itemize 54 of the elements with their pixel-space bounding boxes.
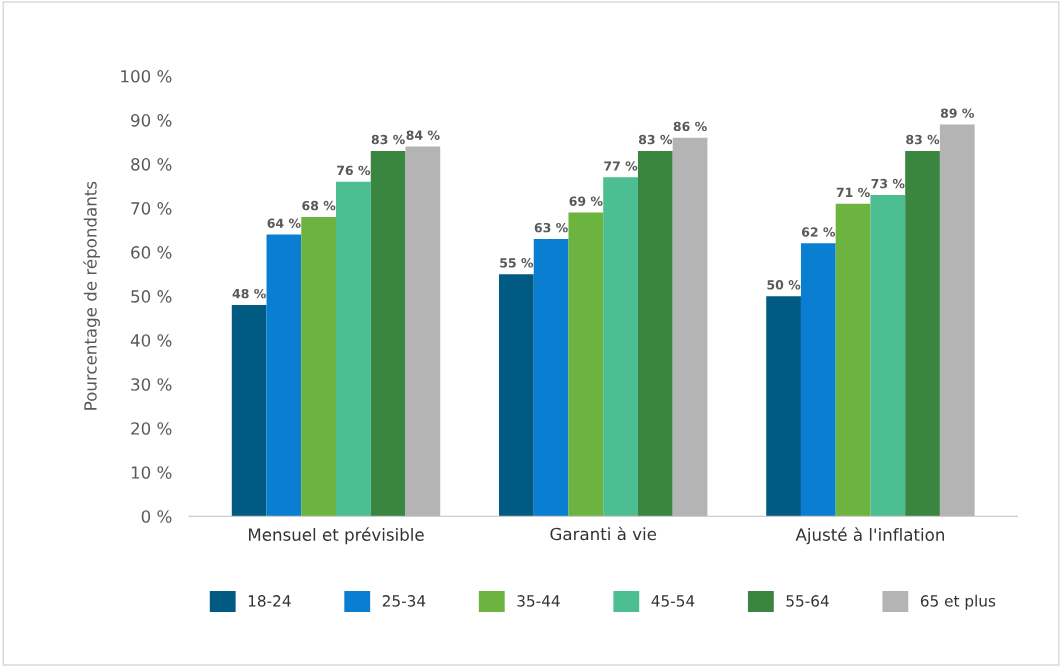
data-label: 73 % (871, 178, 905, 189)
y-axis-title: Pourcentage de répondants (83, 181, 100, 410)
data-label: 50 % (767, 280, 801, 290)
y-tick-label: 30 % (131, 378, 172, 391)
legend-label: 35-44 (517, 595, 560, 607)
y-tick-label: 10 % (131, 466, 172, 479)
bar (533, 238, 569, 517)
data-label: 83 % (906, 134, 940, 145)
data-label: 63 % (534, 222, 568, 233)
data-label: 77 % (604, 161, 638, 171)
bar (336, 181, 371, 517)
y-tick-label: 80 % (131, 158, 172, 171)
bar (603, 177, 638, 517)
data-label: 86 % (673, 121, 707, 132)
bar (800, 243, 836, 517)
data-label: 69 % (569, 196, 603, 206)
data-label: 62 % (801, 227, 836, 237)
legend-label: 65 et plus (920, 594, 996, 610)
bar (870, 194, 906, 517)
bar (568, 212, 604, 517)
data-label: 83 % (371, 134, 405, 145)
y-tick-label: 90 % (131, 114, 172, 127)
y-tick-label: 50 % (131, 290, 172, 303)
bar (499, 274, 534, 517)
legend-label: 18-24 (248, 595, 291, 607)
data-label: 55 % (500, 258, 534, 268)
x-tick-label: Ajusté à l'inflation (795, 527, 944, 545)
legend-label: 55-64 (786, 595, 829, 607)
bar (266, 234, 302, 517)
data-label: 48 % (232, 288, 266, 299)
x-tick-label: Mensuel et prévisible (248, 527, 424, 545)
bar (370, 150, 406, 517)
bar (637, 150, 673, 517)
data-label: 76 % (337, 165, 371, 176)
data-label: 71 % (836, 187, 870, 198)
bar (766, 296, 801, 517)
bar (301, 216, 336, 517)
data-label: 83 % (638, 134, 673, 145)
legend-label: 45-54 (651, 595, 695, 607)
data-label: 64 % (267, 218, 301, 228)
y-tick-label: 60 % (131, 246, 172, 259)
data-label: 84 % (406, 130, 440, 140)
bar (231, 304, 267, 517)
y-tick-label: 100 % (121, 70, 172, 83)
y-tick-label: 40 % (130, 334, 172, 347)
y-tick-label: 0 % (141, 510, 172, 523)
data-label: 89 % (940, 108, 975, 118)
bar (905, 150, 940, 517)
y-tick-label: 20 % (131, 422, 172, 435)
x-tick-label: Garanti à vie (550, 526, 657, 541)
bar (835, 203, 871, 517)
data-label: 68 % (302, 200, 336, 211)
legend-label: 25-34 (382, 595, 426, 607)
y-tick-label: 70 % (131, 202, 172, 215)
